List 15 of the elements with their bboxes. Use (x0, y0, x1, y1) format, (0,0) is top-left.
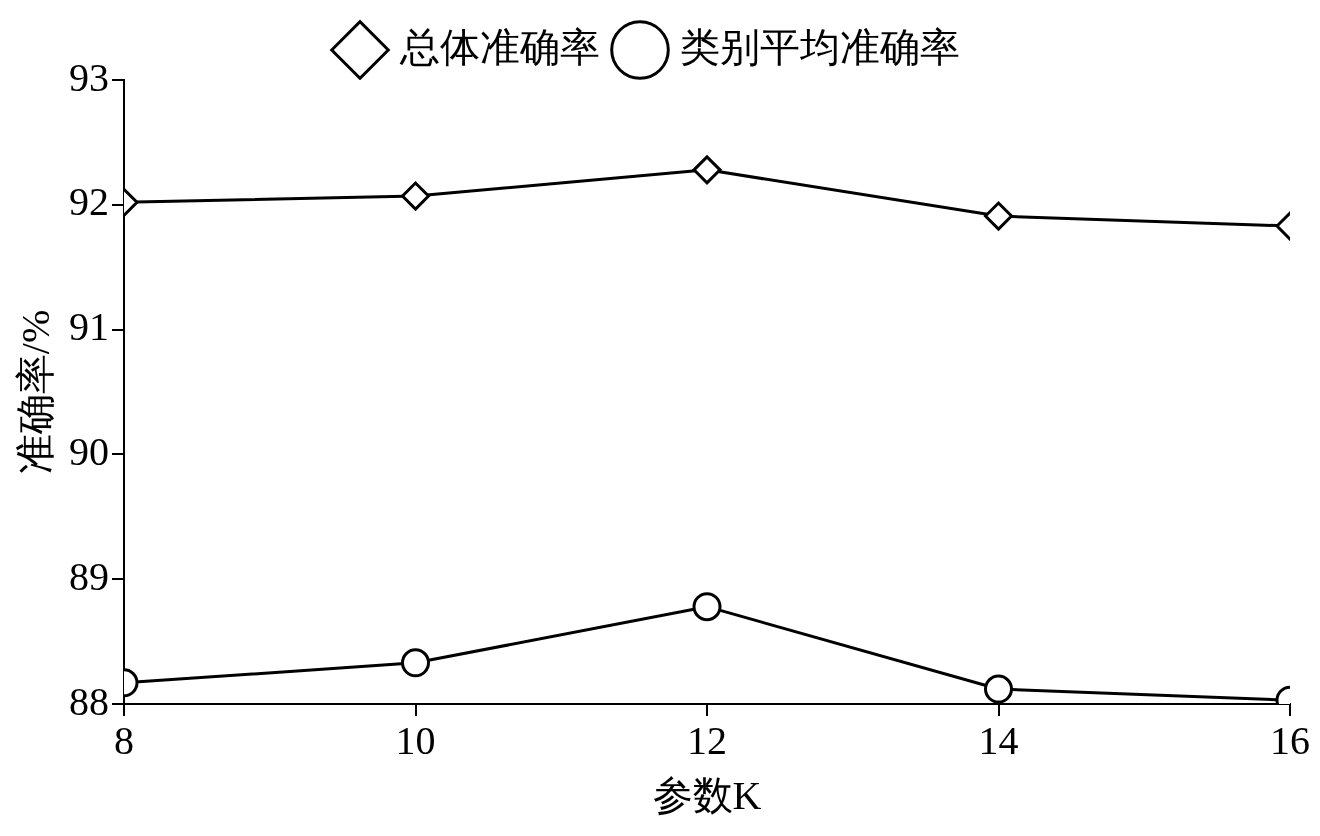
y-tick-label: 90 (69, 428, 109, 474)
y-tick-label: 93 (69, 54, 109, 100)
y-tick-label: 88 (69, 678, 109, 724)
legend-label: 总体准确率 (399, 24, 600, 70)
x-tick-label: 10 (395, 717, 436, 763)
x-tick-label: 16 (1270, 717, 1310, 763)
y-tick-label: 91 (69, 304, 109, 350)
x-tick-label: 14 (978, 717, 1019, 763)
legend-label: 类别平均准确率 (680, 24, 960, 70)
y-axis-title: 准确率/% (12, 309, 58, 475)
x-axis-title: 参数K (652, 772, 762, 818)
y-tick-label: 92 (69, 179, 109, 225)
x-tick-label: 12 (687, 717, 727, 763)
y-tick-label: 89 (69, 553, 109, 599)
x-tick-label: 8 (114, 717, 134, 763)
